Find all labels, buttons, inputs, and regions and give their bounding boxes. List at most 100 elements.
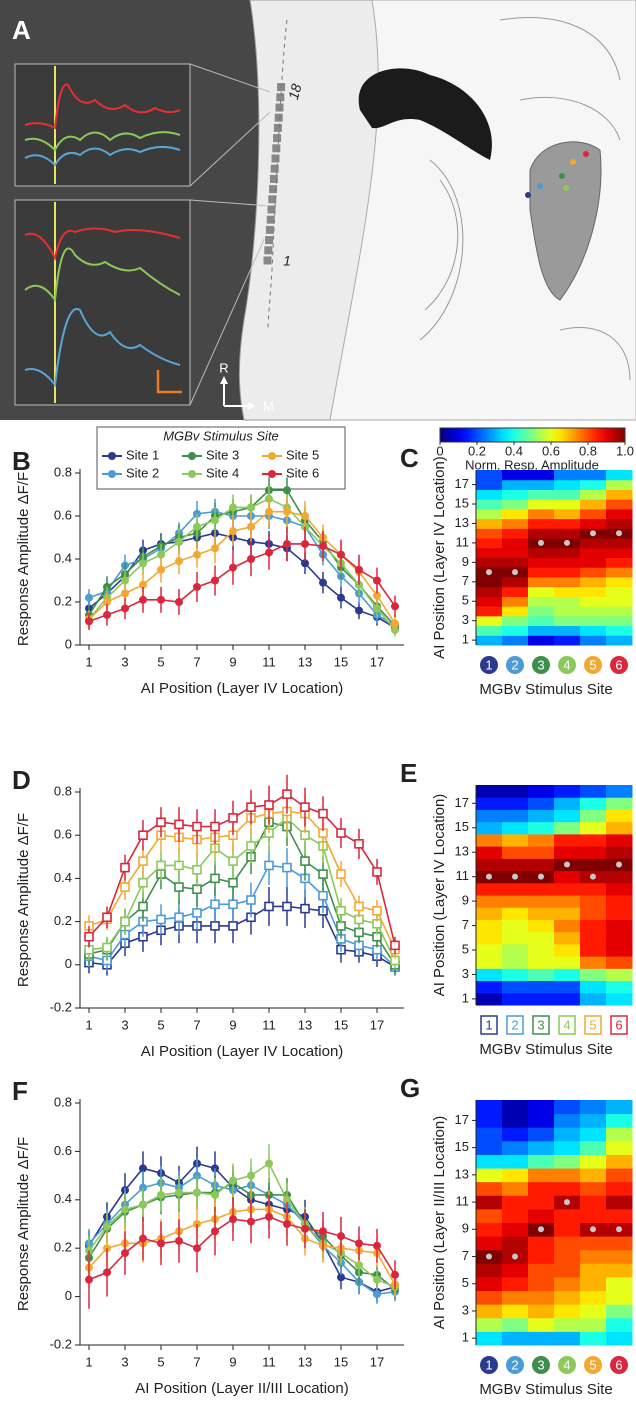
- x-tick-label: 5: [589, 1357, 596, 1372]
- heat-cell: [528, 1140, 555, 1155]
- marker: [300, 802, 310, 812]
- heat-cell: [476, 1100, 503, 1115]
- peak-marker: [564, 861, 570, 868]
- trace: [24, 247, 181, 303]
- marker: [211, 544, 219, 553]
- marker: [247, 503, 255, 512]
- heat-cell: [554, 785, 581, 798]
- heat-cell: [502, 547, 529, 558]
- y-tick-label: 3: [462, 966, 469, 981]
- heat-cell: [580, 479, 607, 490]
- heat-cell: [606, 1195, 633, 1210]
- marker: [318, 890, 328, 901]
- heat-cell: [502, 1276, 529, 1292]
- y-tick-label: 0.4: [54, 870, 72, 885]
- recording-site: [272, 122, 283, 133]
- heat-cell: [502, 1195, 529, 1210]
- heat-cell: [580, 635, 607, 646]
- marker: [102, 942, 112, 953]
- heat-cell: [554, 870, 581, 884]
- marker: [319, 542, 327, 551]
- heat-cell: [476, 846, 503, 859]
- heat-cell: [528, 489, 555, 500]
- x-tick-label: 17: [370, 1017, 384, 1032]
- heat-cell: [502, 557, 529, 568]
- heat-cell: [554, 528, 581, 539]
- heat-cell: [528, 882, 555, 896]
- heat-cell: [476, 606, 503, 617]
- heat-cell: [554, 596, 581, 607]
- heat-cell: [580, 968, 607, 982]
- x-tick-label: 3: [121, 1354, 128, 1369]
- y-axis-label: Response Amplitude ΔF/F: [15, 813, 32, 987]
- marker: [355, 1239, 363, 1248]
- heat-cell: [554, 809, 581, 823]
- panel-label: B: [12, 446, 31, 476]
- peak-marker: [616, 530, 622, 537]
- y-tick-label: 0: [65, 956, 72, 971]
- heat-cell: [554, 615, 581, 627]
- heat-cell: [528, 1249, 555, 1264]
- marker: [229, 503, 237, 512]
- marker: [265, 1159, 273, 1168]
- heat-cell: [502, 508, 529, 520]
- column-badge: [584, 1356, 602, 1374]
- heat-cell: [502, 1263, 529, 1278]
- column-badge: [480, 1015, 498, 1035]
- heat-cell: [554, 931, 581, 945]
- peak-marker: [564, 1199, 570, 1206]
- heat-cell: [502, 833, 529, 847]
- marker: [390, 940, 400, 951]
- y-tick-label: 11: [456, 1194, 470, 1209]
- column-badge: [532, 656, 550, 674]
- y-tick-label: 0.2: [54, 1240, 72, 1255]
- heat-cell: [528, 821, 555, 835]
- x-tick-label: 5: [157, 1354, 164, 1369]
- heat-cell: [502, 538, 529, 549]
- heat-cell: [580, 785, 607, 798]
- heat-cell: [502, 956, 529, 969]
- heat-cell: [476, 943, 503, 957]
- heat-cell: [580, 980, 607, 994]
- orientation-arrows: [223, 380, 252, 407]
- x-tick-label: 3: [537, 1017, 544, 1032]
- heat-cell: [606, 625, 633, 636]
- heat-cell: [476, 499, 503, 510]
- marker: [85, 617, 93, 626]
- x-tick-label: 4: [563, 1357, 570, 1372]
- heat-cell: [580, 1304, 607, 1319]
- heat-cell: [554, 1154, 581, 1169]
- heat-cell: [476, 1331, 503, 1346]
- x-tick-label: 1: [85, 1017, 92, 1032]
- heat-cell: [476, 615, 503, 627]
- heat-cell: [554, 1113, 581, 1128]
- heat-cell: [554, 499, 581, 510]
- x-axis-label: AI Position (Layer IV Location): [141, 680, 344, 697]
- heat-cell: [528, 1127, 555, 1142]
- heat-cell: [528, 557, 555, 568]
- marker: [282, 901, 292, 912]
- marker: [139, 559, 147, 568]
- y-axis-label: AI Position (Layer II/III Location): [431, 1116, 448, 1329]
- recording-site: [264, 224, 275, 235]
- heat-cell: [502, 858, 529, 872]
- inset-connector: [189, 225, 271, 406]
- column-badge: [480, 1356, 498, 1374]
- series-line: [88, 489, 396, 627]
- heat-cell: [528, 956, 555, 969]
- heat-cell: [606, 1181, 633, 1196]
- heat-cell: [502, 980, 529, 994]
- heat-cell: [554, 557, 581, 568]
- panel-a: A 18 1 R M: [0, 0, 636, 421]
- heat-cell: [606, 518, 633, 529]
- x-tick-label: 4: [563, 657, 570, 672]
- marker: [175, 557, 183, 566]
- colorbar-tick-label: 0.2: [468, 443, 486, 458]
- x-tick-label: 17: [370, 1354, 384, 1369]
- heat-cell: [580, 1276, 607, 1292]
- series-line: [88, 543, 396, 623]
- recording-site: [270, 153, 281, 164]
- heat-cell: [528, 931, 555, 945]
- heat-cell: [606, 586, 633, 597]
- heat-cell: [502, 1222, 529, 1237]
